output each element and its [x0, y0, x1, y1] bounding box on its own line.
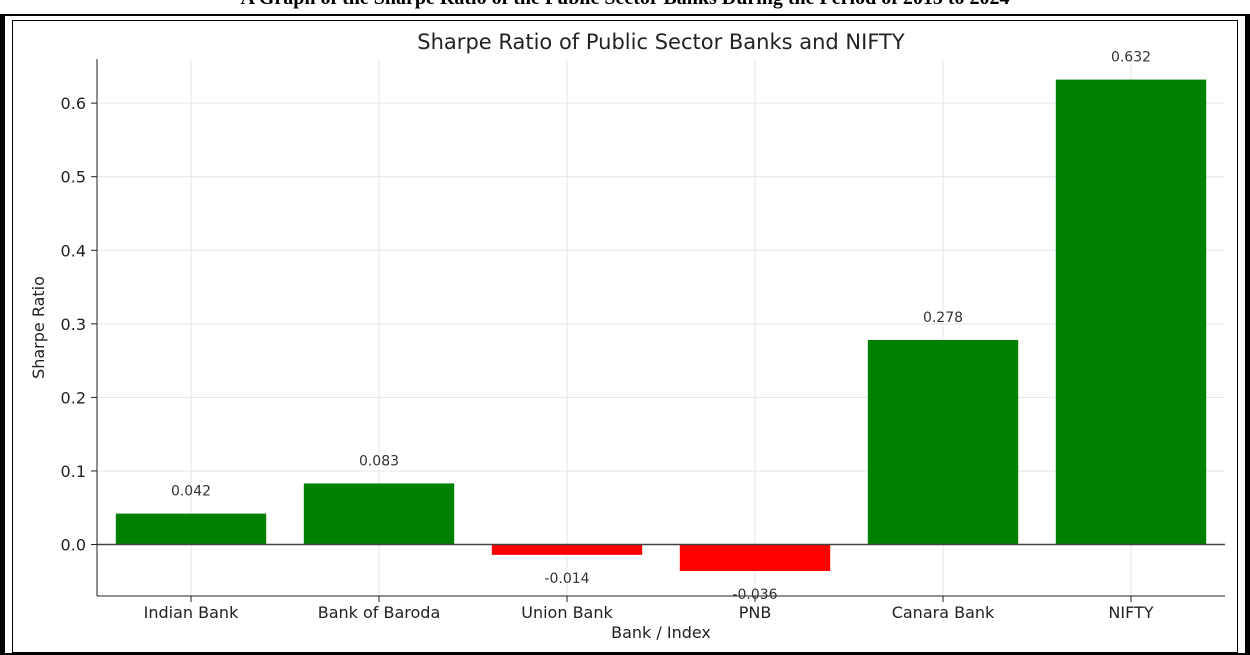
y-tick-label: 0.6: [61, 94, 86, 113]
bar-value-label: 0.278: [923, 310, 963, 326]
chart-container: Sharpe Ratio of Public Sector Banks and …: [12, 20, 1238, 653]
x-tick-label: Canara Bank: [892, 603, 995, 622]
bar-value-label: 0.632: [1111, 50, 1151, 66]
bar: [679, 544, 831, 571]
y-tick-label: 0.0: [61, 536, 86, 555]
figure-caption: A Graph of the Sharpe Ratio of the Publi…: [0, 0, 1250, 10]
y-tick-label: 0.2: [61, 388, 86, 407]
y-axis-ticks: 0.0 0.1 0.2 0.3 0.4 0.5 0.6: [61, 94, 97, 555]
y-tick-label: 0.3: [61, 315, 86, 334]
x-tick-label: PNB: [739, 603, 772, 622]
bar-chart: Sharpe Ratio of Public Sector Banks and …: [29, 30, 1225, 642]
x-tick-label: Indian Bank: [144, 603, 239, 622]
x-tick-label: Union Bank: [521, 603, 613, 622]
y-axis-title: Sharpe Ratio: [29, 276, 48, 379]
axes: [96, 59, 1225, 597]
figure-frame: [0, 14, 1250, 655]
gridlines: [97, 59, 1225, 596]
bar-value-label: -0.036: [732, 587, 777, 603]
bars: [115, 79, 1207, 571]
x-axis-ticks: Indian Bank Bank of Baroda Union Bank PNB Ca…: [144, 596, 1154, 622]
y-tick-label: 0.4: [61, 241, 86, 260]
x-axis-title: Bank / Index: [611, 623, 711, 642]
value-labels: 0.042 0.083 -0.014 -0.036 0.278 0.632: [171, 50, 1151, 603]
y-tick-label: 0.1: [61, 462, 86, 481]
bar: [1055, 79, 1207, 545]
y-tick-label: 0.5: [61, 168, 86, 187]
bar: [303, 483, 455, 545]
bar-value-label: -0.014: [544, 571, 589, 587]
bar: [491, 544, 643, 555]
chart-title: Sharpe Ratio of Public Sector Banks and …: [417, 30, 905, 54]
x-tick-label: Bank of Baroda: [318, 603, 441, 622]
x-tick-label: NIFTY: [1108, 603, 1153, 622]
bar-value-label: 0.042: [171, 484, 211, 500]
bar-value-label: 0.083: [359, 453, 399, 469]
bar: [115, 513, 267, 545]
bar: [867, 340, 1019, 545]
